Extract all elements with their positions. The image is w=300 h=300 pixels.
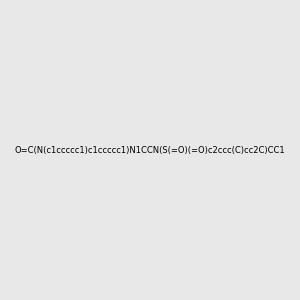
Text: O=C(N(c1ccccc1)c1ccccc1)N1CCN(S(=O)(=O)c2ccc(C)cc2C)CC1: O=C(N(c1ccccc1)c1ccccc1)N1CCN(S(=O)(=O)c… [15,146,285,154]
